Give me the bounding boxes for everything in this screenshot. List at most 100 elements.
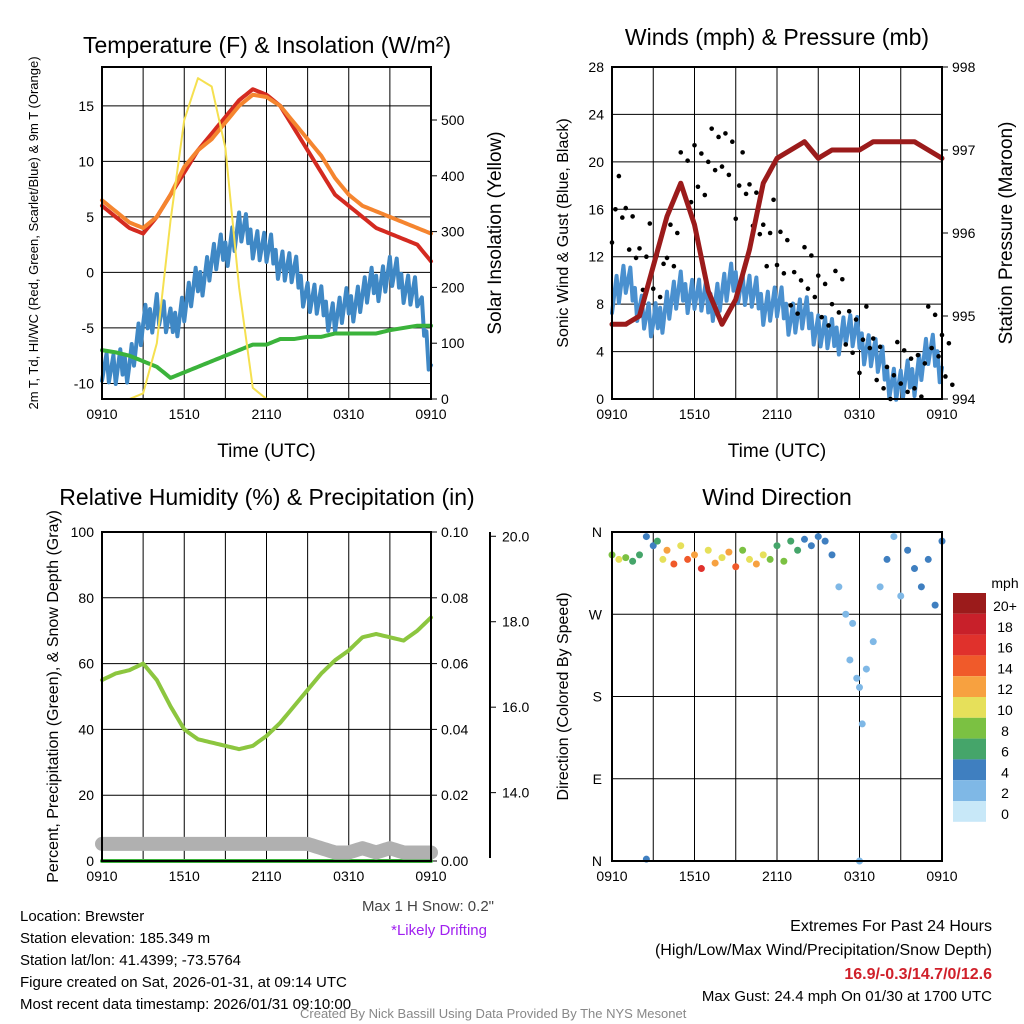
colorbar-tick-label: 2 (1001, 785, 1009, 801)
x-tick-label: 0910 (596, 868, 627, 884)
colorbar-swatch (953, 634, 986, 656)
direction-point (649, 542, 657, 550)
gust-point (946, 340, 952, 346)
x-tick-label: 0910 (86, 868, 117, 884)
gust-point (795, 311, 800, 316)
gust-point (740, 150, 745, 155)
gust-point (623, 205, 629, 211)
x-axis-label: Time (UTC) (728, 441, 827, 462)
direction-point (917, 583, 925, 591)
gust-point (613, 206, 618, 212)
gust-point (908, 356, 914, 361)
direction-point (846, 656, 854, 664)
gust-point (929, 345, 934, 351)
direction-point (691, 551, 698, 559)
gust-point (791, 269, 797, 275)
y-axis-label: Sonic Wind & Gust (Blue, Black) (555, 118, 572, 347)
y-tick-label: 100 (71, 524, 95, 540)
direction-point (856, 683, 863, 691)
x-tick-label: 0910 (415, 406, 446, 422)
direction-point (862, 665, 870, 673)
gust-point (709, 126, 714, 131)
direction-point (849, 619, 857, 627)
gust-point (884, 364, 890, 370)
direction-point (677, 542, 685, 550)
gust-point (932, 312, 938, 318)
y2-tick-label: 0.08 (441, 590, 468, 606)
gust-point (771, 197, 776, 203)
elevation-text: Station elevation: 185.349 m (20, 930, 211, 947)
x-tick-label: 0910 (926, 406, 957, 422)
direction-point (828, 551, 836, 559)
gust-point (695, 184, 701, 190)
gust-point (705, 159, 711, 165)
plot-frame (611, 66, 943, 400)
colorbar-tick-label: 18 (997, 619, 1013, 635)
y-tick-label: 15 (78, 98, 94, 114)
gust-point (692, 142, 697, 148)
y2-tick-label: 997 (952, 142, 976, 158)
chart-title: Winds (mph) & Pressure (mb) (625, 24, 929, 50)
gust-point (630, 214, 635, 219)
y-tick-label: 10 (78, 153, 94, 169)
created-text: Figure created on Sat, 2026-01-31, at 09… (20, 974, 347, 991)
direction-point (766, 555, 774, 563)
gust-point (747, 182, 752, 187)
direction-point (858, 720, 866, 728)
series-line-snow-depth (95, 836, 438, 860)
gust-point (895, 339, 900, 345)
gust-point (661, 261, 666, 267)
direction-point (653, 537, 661, 545)
y2-tick-label: 0.10 (441, 524, 468, 540)
direction-point (794, 546, 802, 554)
series-line-pressure (609, 139, 945, 327)
colorbar-tick-label: 14 (997, 660, 1013, 676)
colorbar-tick-label: 4 (1001, 764, 1009, 780)
chart-title: Temperature (F) & Insolation (W/m²) (83, 32, 451, 58)
y-tick-label: 24 (588, 106, 604, 122)
direction-point (759, 551, 767, 559)
gust-point (781, 271, 787, 276)
y2-axis-label: Station Pressure (Maroon) (996, 122, 1017, 345)
x-tick-label: 1510 (169, 406, 200, 422)
gust-point (802, 244, 807, 250)
y-axis-label: Percent, Precipitation (Green), & Snow D… (45, 510, 62, 883)
y-tick-label: 4 (596, 344, 604, 360)
direction-point (773, 542, 781, 550)
gust-point (699, 151, 704, 156)
y-tick-label: 8 (596, 296, 604, 312)
y-tick-label: 16 (588, 201, 604, 217)
gust-point (840, 276, 845, 282)
gust-point (819, 314, 824, 320)
direction-point (739, 546, 747, 554)
chart-title: Relative Humidity (%) & Precipitation (i… (59, 484, 474, 510)
direction-point (711, 559, 719, 567)
gust-point (626, 247, 632, 252)
gust-point (815, 273, 821, 278)
direction-point (821, 537, 829, 545)
direction-point (842, 610, 850, 618)
y2-tick-label: 500 (441, 112, 465, 128)
gust-point (774, 262, 780, 268)
plot-frame (101, 66, 432, 400)
series-line-rh (100, 615, 433, 752)
y2-tick-label: 998 (952, 59, 976, 75)
gust-point (919, 394, 924, 399)
gust-point (730, 139, 735, 144)
direction-point (725, 548, 733, 556)
gust-point (637, 246, 642, 251)
gust-point (788, 303, 794, 308)
direction-point (670, 560, 678, 568)
y2-tick-label: 100 (441, 335, 465, 351)
y3-tick-label: 20.0 (502, 528, 529, 544)
y3-tick-label: 18.0 (502, 614, 529, 630)
colorbar-tick-label: 20+ (993, 598, 1017, 614)
series-line-wc (100, 323, 433, 380)
y-tick-label: N (592, 853, 602, 869)
x-tick-label: 0310 (333, 868, 364, 884)
gust-point (822, 281, 828, 287)
gust-point (860, 337, 866, 343)
colorbar-label: mph (991, 575, 1018, 591)
